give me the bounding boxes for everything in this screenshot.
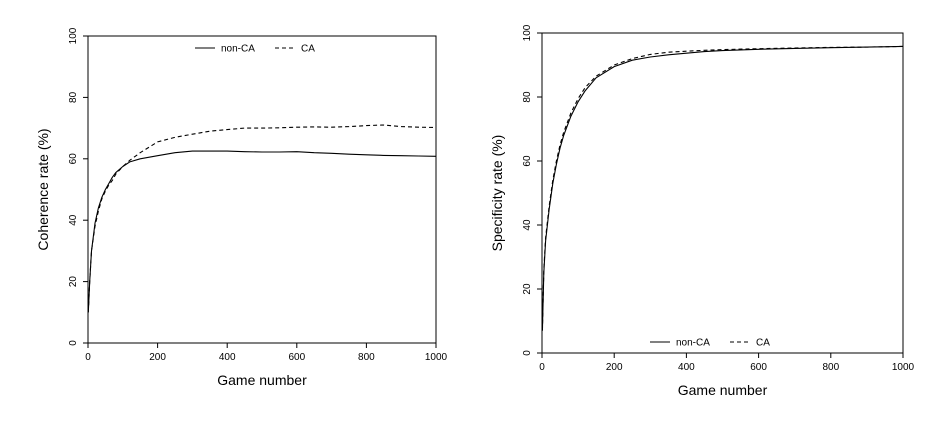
x-tick-label: 800 — [822, 362, 839, 373]
specificity-rate-chart: 0 200 400 600 800 1000 0 20 40 60 80 100 Game number… — [489, 24, 915, 398]
series-line-non-ca — [541, 45, 904, 331]
plot-frame — [87, 35, 437, 344]
x-tick-label: 0 — [85, 352, 91, 363]
y-tick-label: 100 — [68, 27, 79, 44]
series-line-non-ca — [87, 150, 437, 313]
legend-label: CA — [756, 338, 770, 349]
x-tick-label: 200 — [606, 362, 623, 373]
plot-frame — [541, 32, 904, 354]
coherence-rate-chart: 0 200 400 600 800 1000 0 20 40 60 80 100 Game number… — [35, 27, 448, 388]
y-tick-label: 0 — [68, 340, 79, 346]
x-tick-label: 400 — [678, 362, 695, 373]
series-line-ca — [541, 45, 904, 331]
x-tick-label: 0 — [539, 362, 545, 373]
legend-label: non-CA — [221, 44, 255, 55]
x-tick-label: 400 — [219, 352, 236, 363]
x-tick-label: 1000 — [425, 352, 448, 363]
y-tick-label: 80 — [68, 91, 79, 103]
x-tick-label: 600 — [288, 352, 305, 363]
x-axis-title: Game number — [217, 372, 307, 388]
y-tick-label: 40 — [522, 219, 533, 231]
legend-label: CA — [301, 44, 315, 55]
x-tick-label: 200 — [149, 352, 166, 363]
series-line-ca — [87, 124, 437, 313]
y-tick-label: 100 — [522, 24, 533, 41]
y-tick-label: 0 — [522, 350, 533, 356]
y-tick-label: 20 — [68, 276, 79, 288]
legend-label: non-CA — [676, 338, 710, 349]
y-tick-label: 60 — [522, 155, 533, 167]
x-axis-title: Game number — [678, 382, 768, 398]
y-tick-label: 60 — [68, 153, 79, 165]
y-tick-label: 40 — [68, 214, 79, 226]
y-axis-title: Coherence rate (%) — [35, 128, 51, 250]
x-tick-label: 1000 — [892, 362, 915, 373]
y-axis-title: Specificity rate (%) — [489, 135, 505, 252]
y-tick-label: 80 — [522, 91, 533, 103]
x-tick-label: 600 — [750, 362, 767, 373]
x-tick-label: 800 — [358, 352, 375, 363]
y-tick-label: 20 — [522, 283, 533, 295]
